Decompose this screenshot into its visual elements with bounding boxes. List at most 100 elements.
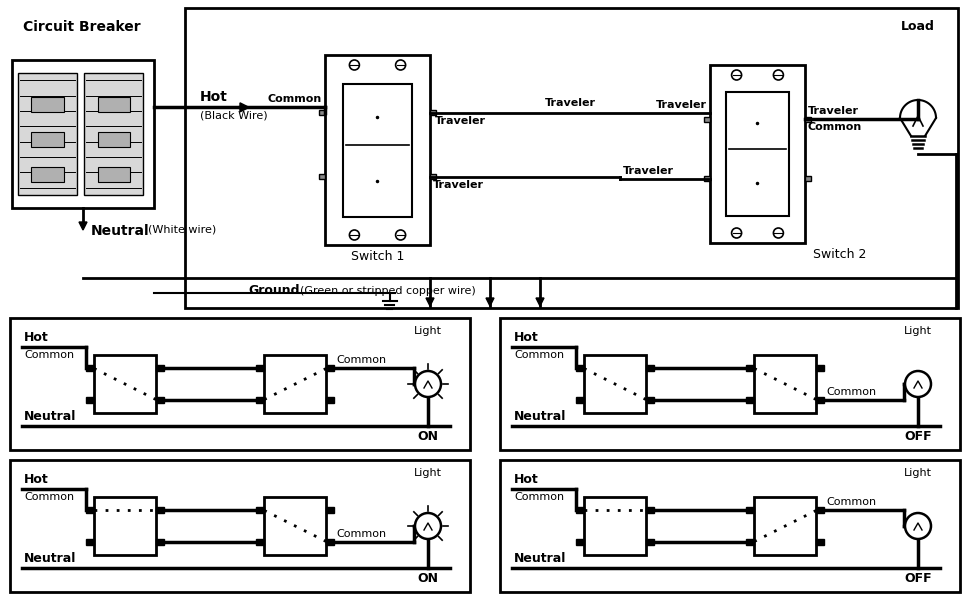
Text: Neutral: Neutral [91,224,149,238]
Text: Common: Common [24,350,74,360]
Bar [342,83,412,217]
Bar [815,365,824,371]
Bar [499,460,959,592]
Bar [319,174,325,179]
Text: Light: Light [903,326,931,336]
Text: Common: Common [807,122,861,132]
Text: Common: Common [24,492,74,502]
Text: Hot: Hot [514,331,538,344]
Text: Circuit Breaker: Circuit Breaker [23,20,141,34]
Circle shape [904,513,930,539]
Polygon shape [485,298,493,306]
Circle shape [415,371,441,397]
Bar [703,116,709,122]
Bar [745,539,754,545]
Bar [98,167,130,182]
Circle shape [415,513,441,539]
Bar [185,8,957,308]
Text: Traveler: Traveler [544,98,595,108]
Text: Neutral: Neutral [514,552,566,565]
Bar [754,497,815,555]
Bar [98,132,130,147]
Bar [12,60,154,208]
Bar [84,73,142,196]
Circle shape [731,228,741,238]
Text: Hot: Hot [24,473,48,486]
Circle shape [731,70,741,80]
Bar [576,397,583,403]
Polygon shape [78,222,87,230]
Bar [156,397,164,403]
Bar [86,365,94,371]
Polygon shape [536,298,544,306]
Bar [583,497,645,555]
Text: Common: Common [267,94,322,104]
Text: Traveler: Traveler [807,106,859,116]
Text: Traveler: Traveler [655,100,706,110]
Bar [98,97,130,112]
Bar [754,355,815,413]
Text: Traveler: Traveler [434,116,485,126]
Text: OFF: OFF [903,430,931,443]
Bar [86,397,94,403]
Circle shape [395,60,405,70]
Text: OFF: OFF [903,572,931,585]
Bar [576,508,583,514]
Bar [815,539,824,545]
Bar [86,539,94,545]
Bar [429,110,435,115]
Bar [745,508,754,514]
Text: Traveler: Traveler [432,179,484,190]
Text: (Black Wire): (Black Wire) [200,110,267,121]
Text: Traveler: Traveler [622,166,673,176]
Bar [31,97,63,112]
Text: (White wire): (White wire) [148,224,216,234]
Bar [645,508,653,514]
Bar [583,355,645,413]
Circle shape [772,70,783,80]
Bar [326,397,334,403]
Text: ON: ON [417,430,438,443]
Bar [156,508,164,514]
Bar [31,167,63,182]
Text: Common: Common [336,355,386,365]
Text: Light: Light [414,326,442,336]
Bar [86,508,94,514]
Bar [703,176,709,181]
Bar [256,508,264,514]
Text: Switch 1: Switch 1 [351,250,404,263]
Circle shape [904,371,930,397]
Text: Common: Common [826,386,875,397]
Bar [645,365,653,371]
Bar [325,55,429,245]
Text: Light: Light [903,468,931,478]
Text: Neutral: Neutral [24,552,77,565]
Bar [815,397,824,403]
Text: Hot: Hot [24,331,48,344]
Bar [645,539,653,545]
Bar [645,397,653,403]
Bar [256,365,264,371]
Text: Light: Light [414,468,442,478]
Text: Common: Common [826,497,875,508]
Text: Neutral: Neutral [24,410,77,423]
Bar [31,132,63,147]
Bar [429,174,435,179]
Bar [326,365,334,371]
Bar [319,110,325,115]
Text: Common: Common [514,350,564,360]
Bar [94,355,156,413]
Text: Neutral: Neutral [514,410,566,423]
Bar [576,539,583,545]
Polygon shape [425,298,433,306]
Bar [499,318,959,450]
Bar [156,365,164,371]
Bar [18,73,77,196]
Text: Hot: Hot [514,473,538,486]
Text: (Green or stripped copper wire): (Green or stripped copper wire) [299,286,475,296]
Polygon shape [239,103,249,112]
Bar [94,497,156,555]
Text: Load: Load [900,20,934,33]
Bar [804,176,810,181]
Circle shape [395,230,405,240]
